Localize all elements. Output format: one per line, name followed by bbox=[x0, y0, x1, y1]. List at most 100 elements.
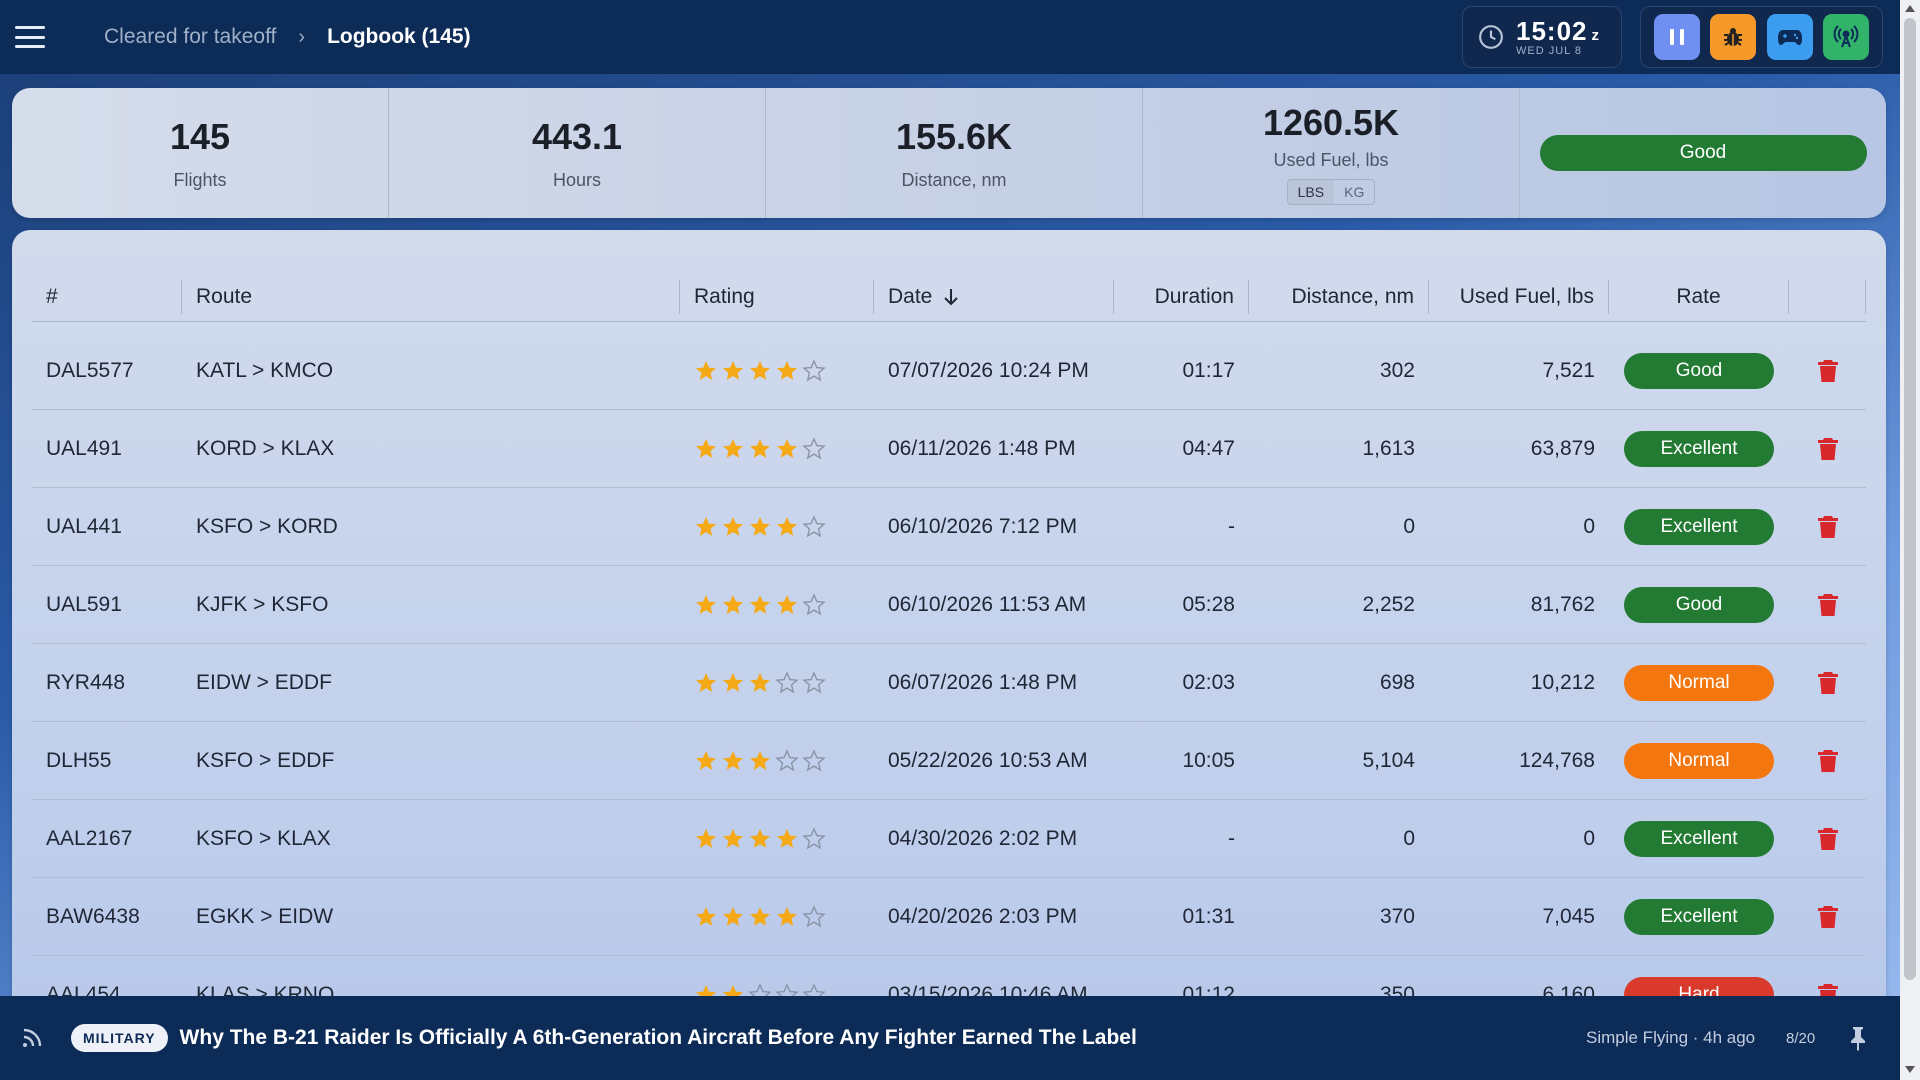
chevron-right-icon: › bbox=[298, 25, 306, 48]
breadcrumb-parent[interactable]: Cleared for takeoff bbox=[104, 25, 277, 48]
flight-date: 07/07/2026 10:24 PM bbox=[888, 358, 1089, 382]
star-empty-icon bbox=[802, 358, 826, 381]
rate-badge: Excellent bbox=[1624, 430, 1774, 467]
unit-kg-button[interactable]: KG bbox=[1344, 183, 1365, 200]
delete-button[interactable] bbox=[1789, 515, 1866, 539]
header-duration[interactable]: Duration bbox=[1114, 279, 1249, 314]
delete-button[interactable] bbox=[1789, 359, 1866, 383]
unit-toggle: LBS KG bbox=[1286, 178, 1376, 205]
page-scrollbar[interactable] bbox=[1900, 0, 1920, 1080]
rate-cell: Good bbox=[1609, 352, 1789, 389]
table-row[interactable]: UAL441 KSFO > KORD 06/10/2026 7:12 PM - 0 0 Ex… bbox=[32, 488, 1866, 566]
broadcast-button[interactable] bbox=[1822, 14, 1869, 60]
trash-icon bbox=[1817, 671, 1838, 694]
scroll-up-arrow[interactable] bbox=[1905, 5, 1915, 12]
flight-duration: 02:03 bbox=[1182, 670, 1235, 694]
header-distance[interactable]: Distance, nm bbox=[1249, 279, 1429, 314]
rating-stars bbox=[680, 514, 874, 539]
star-filled-icon bbox=[750, 672, 770, 692]
flight-duration: 05:28 bbox=[1182, 592, 1235, 616]
pin-icon[interactable] bbox=[1846, 1025, 1870, 1051]
delete-button[interactable] bbox=[1789, 827, 1866, 851]
table-row[interactable]: UAL591 KJFK > KSFO 06/10/2026 11:53 AM 05:2… bbox=[32, 566, 1866, 644]
rating-stars bbox=[680, 670, 874, 695]
logbook-table: # Route Rating Date Duration Distance, n… bbox=[12, 230, 1886, 1030]
star-empty-icon bbox=[775, 748, 799, 771]
star-filled-icon bbox=[723, 906, 743, 926]
stat-distance-label: Distance, nm bbox=[901, 169, 1007, 190]
star-empty-icon bbox=[802, 514, 826, 537]
table-row[interactable]: DAL5577 KATL > KMCO 07/07/2026 10:24 PM 01:… bbox=[32, 332, 1866, 410]
flight-duration: 01:17 bbox=[1182, 358, 1235, 382]
flight-duration: 01:31 bbox=[1182, 904, 1235, 928]
delete-button[interactable] bbox=[1789, 905, 1866, 929]
rss-icon bbox=[23, 1028, 42, 1047]
clock-time: 15:02 z bbox=[1516, 15, 1600, 46]
trash-icon bbox=[1817, 515, 1838, 538]
rate-badge: Good bbox=[1624, 586, 1774, 623]
star-filled-icon bbox=[750, 516, 770, 536]
star-filled-icon bbox=[723, 828, 743, 848]
star-filled-icon bbox=[723, 360, 743, 380]
bug-report-button[interactable] bbox=[1710, 14, 1757, 60]
scroll-thumb[interactable] bbox=[1904, 18, 1916, 980]
flight-duration: - bbox=[1228, 826, 1235, 850]
pause-button[interactable] bbox=[1654, 14, 1701, 60]
table-row[interactable]: AAL2167 KSFO > KLAX 04/30/2026 2:02 PM - 0 0 E… bbox=[32, 800, 1866, 878]
news-counter: 8/20 bbox=[1786, 1029, 1816, 1047]
flight-route: KATL > KMCO bbox=[196, 358, 334, 382]
flight-fuel: 10,212 bbox=[1530, 670, 1595, 694]
star-filled-icon bbox=[777, 360, 797, 380]
rate-badge: Excellent bbox=[1624, 898, 1774, 935]
header-route[interactable]: Route bbox=[182, 279, 680, 314]
table-row[interactable]: UAL491 KORD > KLAX 06/11/2026 1:48 PM 04:47… bbox=[32, 410, 1866, 488]
news-source: Simple Flying · 4h ago bbox=[1586, 1028, 1756, 1047]
unit-lbs-button[interactable]: LBS bbox=[1287, 179, 1335, 204]
flight-number: UAL491 bbox=[46, 436, 122, 460]
gamepad-button[interactable] bbox=[1766, 14, 1813, 60]
flight-fuel: 7,521 bbox=[1542, 358, 1595, 382]
delete-button[interactable] bbox=[1789, 749, 1866, 773]
scroll-down-arrow[interactable] bbox=[1905, 1066, 1915, 1073]
broadcast-icon bbox=[1833, 25, 1859, 48]
clock-icon bbox=[1479, 25, 1503, 49]
star-filled-icon bbox=[750, 360, 770, 380]
star-filled-icon bbox=[777, 828, 797, 848]
flight-route: KORD > KLAX bbox=[196, 436, 335, 460]
header-rating[interactable]: Rating bbox=[680, 279, 874, 314]
header-num[interactable]: # bbox=[32, 279, 182, 314]
header-date[interactable]: Date bbox=[874, 279, 1114, 314]
stat-flights: 145 Flights bbox=[12, 88, 389, 218]
flight-route: KSFO > EDDF bbox=[196, 748, 335, 772]
stat-fuel-label: Used Fuel, lbs bbox=[1273, 149, 1389, 170]
flight-route: EGKK > EIDW bbox=[196, 904, 334, 928]
rate-cell: Excellent bbox=[1609, 430, 1789, 467]
trash-icon bbox=[1817, 593, 1838, 616]
flight-fuel: 7,045 bbox=[1542, 904, 1595, 928]
flight-number: UAL441 bbox=[46, 514, 122, 538]
flight-date: 06/07/2026 1:48 PM bbox=[888, 670, 1078, 694]
table-row[interactable]: DLH55 KSFO > EDDF 05/22/2026 10:53 AM 10:05… bbox=[32, 722, 1866, 800]
star-filled-icon bbox=[750, 594, 770, 614]
flight-fuel: 81,762 bbox=[1530, 592, 1595, 616]
menu-icon[interactable] bbox=[15, 26, 45, 48]
flight-distance: 302 bbox=[1379, 358, 1415, 382]
star-filled-icon bbox=[723, 438, 743, 458]
flight-duration: 04:47 bbox=[1182, 436, 1235, 460]
delete-button[interactable] bbox=[1789, 437, 1866, 461]
flight-fuel: 0 bbox=[1583, 826, 1595, 850]
star-filled-icon bbox=[696, 516, 716, 536]
star-filled-icon bbox=[750, 438, 770, 458]
news-headline[interactable]: Why The B-21 Raider Is Officially A 6th-… bbox=[179, 1026, 1137, 1049]
header-fuel[interactable]: Used Fuel, lbs bbox=[1429, 279, 1609, 314]
star-filled-icon bbox=[777, 906, 797, 926]
delete-button[interactable] bbox=[1789, 671, 1866, 695]
star-empty-icon bbox=[802, 592, 826, 615]
flight-fuel: 124,768 bbox=[1519, 748, 1595, 772]
gamepad-icon bbox=[1777, 30, 1802, 45]
flight-distance: 698 bbox=[1379, 670, 1415, 694]
header-rate[interactable]: Rate bbox=[1609, 279, 1789, 314]
delete-button[interactable] bbox=[1789, 593, 1866, 617]
table-row[interactable]: BAW6438 EGKK > EIDW 04/20/2026 2:03 PM 01:3… bbox=[32, 878, 1866, 956]
table-row[interactable]: RYR448 EIDW > EDDF 06/07/2026 1:48 PM 02:03… bbox=[32, 644, 1866, 722]
